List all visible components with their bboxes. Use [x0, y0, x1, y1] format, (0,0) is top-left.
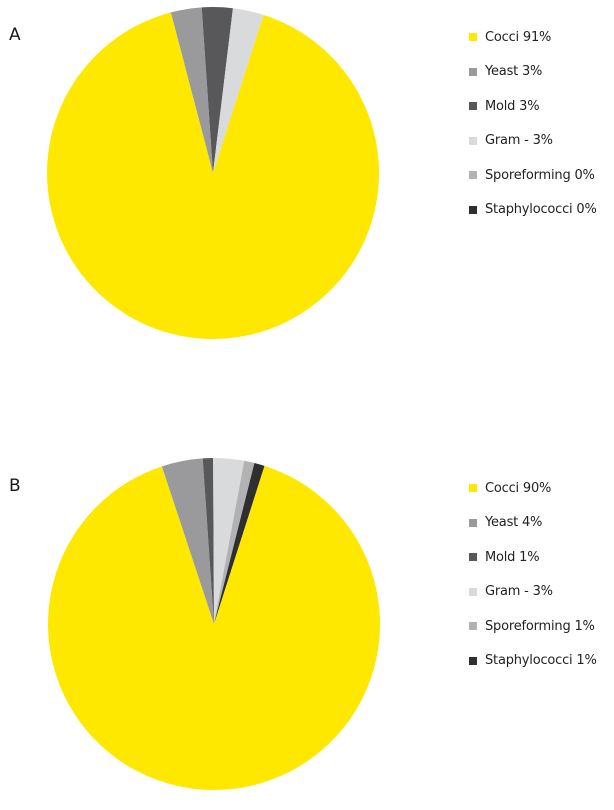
legend-swatch — [469, 622, 477, 630]
panel-label-a: A — [9, 25, 21, 45]
legend-item-gram: Gram - 3% — [469, 132, 597, 150]
legend-label: Mold 3% — [485, 98, 540, 114]
pie-slice-yeast — [170, 7, 213, 173]
legend-label: Gram - 3% — [485, 133, 553, 148]
pie-slice-gram — [213, 8, 264, 173]
legend-label: Mold 1% — [485, 549, 540, 565]
legend-label: Yeast 3% — [485, 64, 543, 79]
legend-swatch — [469, 33, 477, 41]
pie-slice-gram — [213, 458, 245, 624]
legend-swatch — [469, 484, 477, 492]
legend-label: Staphylococci 1% — [485, 653, 597, 668]
pie-slice-cocci — [46, 12, 379, 339]
panel-label-b: B — [9, 476, 21, 496]
legend-item-gram: Gram - 3% — [469, 583, 597, 601]
chart-panel-b: B Cocci 90% Yeast 4% Mold 1% Gram - 3% Spore… — [0, 450, 614, 810]
legend-item-sporeforming: Sporeforming 0% — [469, 166, 597, 184]
legend-item-yeast: Yeast 4% — [469, 514, 597, 532]
legend-swatch — [469, 102, 477, 110]
legend-label: Cocci 90% — [485, 480, 552, 496]
legend-swatch — [469, 587, 477, 596]
legend-label: Gram - 3% — [485, 584, 553, 599]
pie-chart-a — [46, 7, 379, 339]
legend-label: Cocci 91% — [485, 29, 552, 45]
legend-a: Cocci 91% Yeast 3% Mold 3% Gram - 3% Sporefo… — [469, 28, 597, 235]
legend-swatch — [469, 136, 477, 145]
legend-item-staphylococci: Staphylococci 1% — [469, 652, 597, 670]
legend-swatch — [469, 656, 477, 665]
legend-b: Cocci 90% Yeast 4% Mold 1% Gram - 3% Sporefo… — [469, 479, 597, 686]
chart-panel-a: A Cocci 91% Yeast 3% Mold 3% Gram - 3% Spore… — [0, 0, 614, 360]
legend-label: Staphylococci 0% — [485, 202, 597, 217]
legend-item-mold: Mold 3% — [469, 97, 597, 115]
legend-label: Yeast 4% — [485, 515, 543, 530]
legend-swatch — [469, 553, 477, 561]
legend-item-sporeforming: Sporeforming 1% — [469, 617, 597, 635]
legend-swatch — [469, 518, 477, 527]
pie-slice-cocci — [47, 465, 381, 790]
pie-chart-b — [47, 458, 381, 790]
legend-swatch — [469, 171, 477, 179]
pie-slice-mold — [202, 458, 214, 624]
pie-slice-yeast — [161, 458, 214, 624]
legend-item-mold: Mold 1% — [469, 548, 597, 566]
legend-swatch — [469, 67, 477, 76]
legend-swatch — [469, 205, 477, 214]
legend-item-staphylococci: Staphylococci 0% — [469, 201, 597, 219]
pie-slice-mold — [201, 7, 233, 174]
pie-slice-staphylococci — [214, 463, 265, 624]
legend-item-cocci: Cocci 90% — [469, 479, 597, 497]
legend-item-yeast: Yeast 3% — [469, 63, 597, 81]
legend-item-cocci: Cocci 91% — [469, 28, 597, 46]
pie-slice-sporeforming — [214, 460, 255, 624]
legend-label: Sporeforming 1% — [485, 618, 595, 634]
legend-label: Sporeforming 0% — [485, 167, 595, 183]
